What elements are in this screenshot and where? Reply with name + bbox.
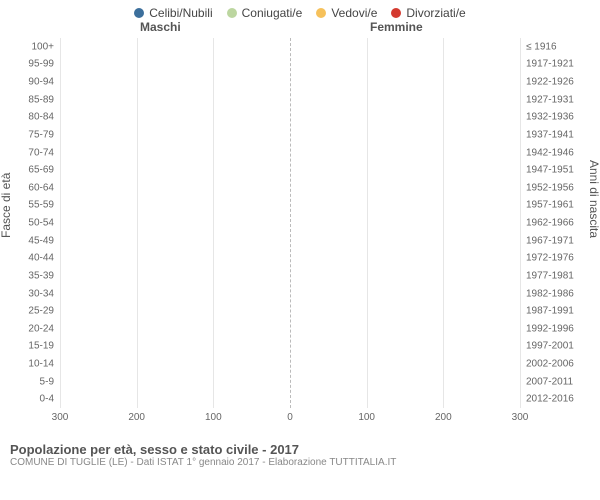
age-row: 65-691947-1951 — [60, 161, 520, 179]
age-label: 80-84 — [28, 112, 60, 123]
age-row: 35-391977-1981 — [60, 267, 520, 285]
age-label: 85-89 — [28, 94, 60, 105]
age-label: 65-69 — [28, 165, 60, 176]
age-label: 75-79 — [28, 129, 60, 140]
age-row: 75-791937-1941 — [60, 126, 520, 144]
age-row: 5-92007-2011 — [60, 373, 520, 391]
legend-label: Vedovi/e — [331, 6, 377, 20]
x-tick: 300 — [512, 412, 529, 423]
age-label: 60-64 — [28, 182, 60, 193]
birth-year-label: 1937-1941 — [520, 129, 574, 140]
header-males: Maschi — [140, 20, 181, 34]
legend-swatch — [227, 8, 237, 18]
footer: Popolazione per età, sesso e stato civil… — [0, 438, 600, 468]
age-label: 10-14 — [28, 359, 60, 370]
birth-year-label: 1952-1956 — [520, 182, 574, 193]
birth-year-label: 1977-1981 — [520, 270, 574, 281]
age-row: 95-991917-1921 — [60, 56, 520, 74]
birth-year-label: 1932-1936 — [520, 112, 574, 123]
birth-year-label: 2002-2006 — [520, 359, 574, 370]
age-row: 0-42012-2016 — [60, 391, 520, 409]
age-row: 55-591957-1961 — [60, 197, 520, 215]
age-row: 85-891927-1931 — [60, 91, 520, 109]
plot-area: Fasce di età Anni di nascita 100+≤ 19169… — [0, 38, 600, 438]
age-label: 20-24 — [28, 323, 60, 334]
age-row: 40-441972-1976 — [60, 250, 520, 268]
age-label: 0-4 — [40, 394, 60, 405]
birth-year-label: 1947-1951 — [520, 165, 574, 176]
legend-swatch — [134, 8, 144, 18]
legend-label: Celibi/Nubili — [149, 6, 212, 20]
x-tick: 200 — [435, 412, 452, 423]
age-row: 15-191997-2001 — [60, 338, 520, 356]
birth-year-label: 1992-1996 — [520, 323, 574, 334]
age-label: 45-49 — [28, 235, 60, 246]
chart-subtitle: COMUNE DI TUGLIE (LE) - Dati ISTAT 1° ge… — [10, 457, 590, 468]
age-label: 25-29 — [28, 306, 60, 317]
birth-year-label: 1982-1986 — [520, 288, 574, 299]
legend-item: Divorziati/e — [391, 6, 465, 20]
birth-year-label: 2007-2011 — [520, 376, 573, 387]
birth-year-label: 1962-1966 — [520, 218, 574, 229]
birth-year-label: 1957-1961 — [520, 200, 574, 211]
age-row: 60-641952-1956 — [60, 179, 520, 197]
legend-item: Coniugati/e — [227, 6, 303, 20]
age-label: 30-34 — [28, 288, 60, 299]
x-axis: 3002001000100200300 — [60, 412, 520, 426]
legend-swatch — [391, 8, 401, 18]
age-label: 40-44 — [28, 253, 60, 264]
age-row: 50-541962-1966 — [60, 214, 520, 232]
column-headers: Maschi Femmine — [0, 20, 600, 38]
y-axis-label-right: Anni di nascita — [587, 160, 600, 238]
age-label: 15-19 — [28, 341, 60, 352]
birth-year-label: 1997-2001 — [520, 341, 574, 352]
legend-item: Vedovi/e — [316, 6, 377, 20]
x-tick: 100 — [205, 412, 222, 423]
birth-year-label: 1927-1931 — [520, 94, 574, 105]
age-row: 70-741942-1946 — [60, 144, 520, 162]
legend-label: Coniugati/e — [242, 6, 303, 20]
age-label: 35-39 — [28, 270, 60, 281]
legend: Celibi/Nubili Coniugati/e Vedovi/e Divorzia… — [0, 0, 600, 20]
age-label: 95-99 — [28, 59, 60, 70]
birth-year-label: ≤ 1916 — [520, 41, 557, 52]
x-tick: 300 — [52, 412, 69, 423]
legend-label: Divorziati/e — [406, 6, 465, 20]
age-label: 100+ — [31, 41, 60, 52]
age-row: 25-291987-1991 — [60, 302, 520, 320]
birth-year-label: 1942-1946 — [520, 147, 574, 158]
age-label: 55-59 — [28, 200, 60, 211]
legend-swatch — [316, 8, 326, 18]
age-label: 5-9 — [40, 376, 60, 387]
bar-rows: 100+≤ 191695-991917-192190-941922-192685… — [60, 38, 520, 408]
age-row: 30-341982-1986 — [60, 285, 520, 303]
age-row: 20-241992-1996 — [60, 320, 520, 338]
x-tick: 100 — [358, 412, 375, 423]
age-row: 100+≤ 1916 — [60, 38, 520, 56]
y-axis-label-left: Fasce di età — [0, 173, 13, 238]
age-label: 70-74 — [28, 147, 60, 158]
legend-item: Celibi/Nubili — [134, 6, 212, 20]
chart: 100+≤ 191695-991917-192190-941922-192685… — [60, 38, 520, 408]
birth-year-label: 1987-1991 — [520, 306, 574, 317]
age-row: 80-841932-1936 — [60, 109, 520, 127]
age-row: 45-491967-1971 — [60, 232, 520, 250]
x-tick: 0 — [287, 412, 293, 423]
birth-year-label: 1922-1926 — [520, 77, 574, 88]
age-row: 90-941922-1926 — [60, 73, 520, 91]
birth-year-label: 1967-1971 — [520, 235, 574, 246]
age-label: 90-94 — [28, 77, 60, 88]
x-tick: 200 — [128, 412, 145, 423]
birth-year-label: 2012-2016 — [520, 394, 574, 405]
chart-title: Popolazione per età, sesso e stato civil… — [10, 442, 590, 457]
birth-year-label: 1972-1976 — [520, 253, 574, 264]
age-label: 50-54 — [28, 218, 60, 229]
header-females: Femmine — [370, 20, 423, 34]
age-row: 10-142002-2006 — [60, 355, 520, 373]
birth-year-label: 1917-1921 — [520, 59, 574, 70]
